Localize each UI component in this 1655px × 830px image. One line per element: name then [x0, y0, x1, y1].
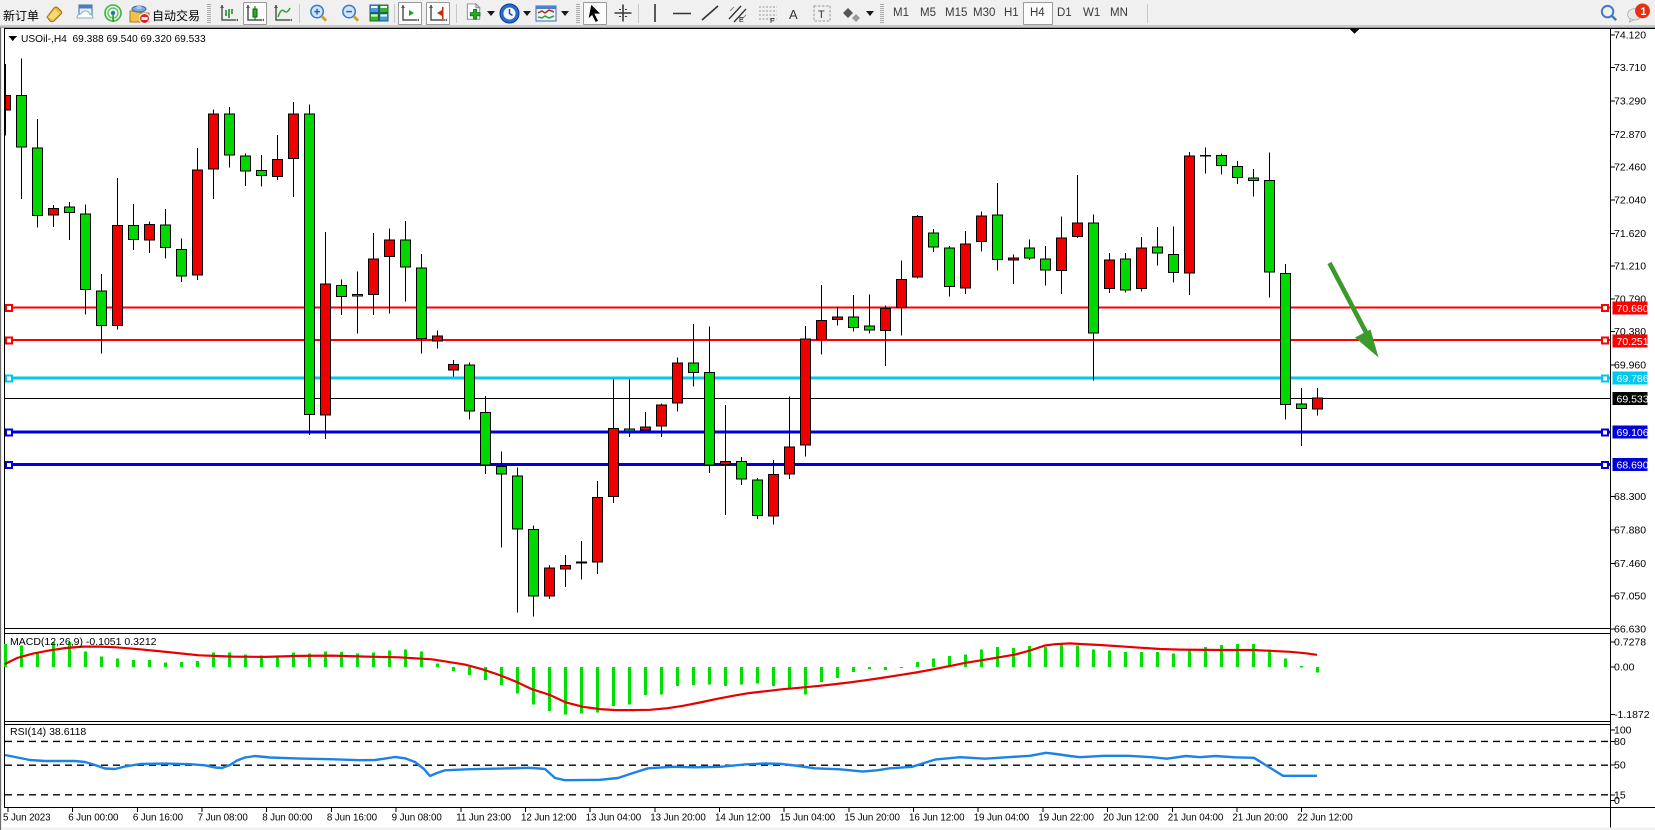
svg-text:14 Jun 12:00: 14 Jun 12:00	[715, 813, 771, 824]
svg-text:15: 15	[1614, 789, 1626, 801]
svg-text:8 Jun 16:00: 8 Jun 16:00	[327, 813, 378, 824]
svg-text:50: 50	[1614, 760, 1626, 772]
svg-text:72.460: 72.460	[1614, 161, 1646, 173]
svg-text:0.7278: 0.7278	[1614, 637, 1646, 649]
svg-text:F: F	[770, 16, 775, 24]
svg-text:6 Jun 00:00: 6 Jun 00:00	[68, 813, 119, 824]
svg-text:5 Jun 2023: 5 Jun 2023	[3, 813, 51, 824]
svg-text:69.786: 69.786	[1617, 373, 1649, 385]
svg-text:20 Jun 12:00: 20 Jun 12:00	[1103, 813, 1159, 824]
svg-text:-1.1872: -1.1872	[1614, 709, 1650, 721]
svg-text:100: 100	[1614, 725, 1632, 737]
svg-text:E: E	[739, 17, 744, 24]
svg-text:73.290: 73.290	[1614, 96, 1646, 108]
svg-text:72.870: 72.870	[1614, 129, 1646, 141]
svg-text:69.960: 69.960	[1614, 360, 1646, 372]
svg-text:69.106: 69.106	[1617, 427, 1649, 439]
svg-text:13 Jun 04:00: 13 Jun 04:00	[586, 813, 642, 824]
svg-text:12 Jun 12:00: 12 Jun 12:00	[521, 813, 577, 824]
svg-text:22 Jun 12:00: 22 Jun 12:00	[1297, 813, 1353, 824]
svg-text:7 Jun 08:00: 7 Jun 08:00	[198, 813, 249, 824]
svg-text:9 Jun 08:00: 9 Jun 08:00	[392, 813, 443, 824]
svg-text:1: 1	[1640, 6, 1646, 18]
svg-text:19 Jun 22:00: 19 Jun 22:00	[1038, 813, 1094, 824]
svg-text:USOil-,H4 69.388 69.540 69.32: USOil-,H4 69.388 69.540 69.320 69.533	[21, 34, 206, 45]
svg-text:68.300: 68.300	[1614, 491, 1646, 503]
svg-text:70.251: 70.251	[1617, 336, 1649, 348]
svg-text:15 Jun 20:00: 15 Jun 20:00	[844, 813, 900, 824]
svg-text:74.120: 74.120	[1614, 30, 1646, 42]
svg-text:0.00: 0.00	[1614, 662, 1635, 674]
svg-text:69.533: 69.533	[1617, 394, 1649, 406]
svg-text:T: T	[818, 9, 825, 21]
svg-text:71.210: 71.210	[1614, 260, 1646, 272]
svg-text:72.040: 72.040	[1614, 195, 1646, 207]
svg-text:68.690: 68.690	[1617, 460, 1649, 472]
svg-text:71.620: 71.620	[1614, 228, 1646, 240]
svg-text:67.460: 67.460	[1614, 558, 1646, 570]
svg-text:67.880: 67.880	[1614, 525, 1646, 537]
svg-text:67.050: 67.050	[1614, 590, 1646, 602]
svg-text:6 Jun 16:00: 6 Jun 16:00	[133, 813, 184, 824]
svg-text:21 Jun 04:00: 21 Jun 04:00	[1168, 813, 1224, 824]
svg-text:11 Jun 23:00: 11 Jun 23:00	[456, 813, 511, 824]
svg-text:8 Jun 00:00: 8 Jun 00:00	[262, 813, 313, 824]
svg-text:16 Jun 12:00: 16 Jun 12:00	[909, 813, 965, 824]
svg-text:21 Jun 20:00: 21 Jun 20:00	[1232, 813, 1288, 824]
svg-text:73.710: 73.710	[1614, 62, 1646, 74]
svg-text:13 Jun 20:00: 13 Jun 20:00	[650, 813, 706, 824]
svg-text:RSI(14) 38.6118: RSI(14) 38.6118	[10, 726, 86, 738]
svg-text:19 Jun 04:00: 19 Jun 04:00	[974, 813, 1030, 824]
svg-text:MACD(12,26,9) -0.1051 0.3212: MACD(12,26,9) -0.1051 0.3212	[10, 636, 157, 648]
svg-text:70.680: 70.680	[1617, 303, 1649, 315]
svg-text:15 Jun 04:00: 15 Jun 04:00	[780, 813, 836, 824]
svg-text:66.630: 66.630	[1614, 624, 1646, 636]
svg-text:0: 0	[1614, 795, 1620, 807]
svg-text:80: 80	[1614, 736, 1626, 748]
